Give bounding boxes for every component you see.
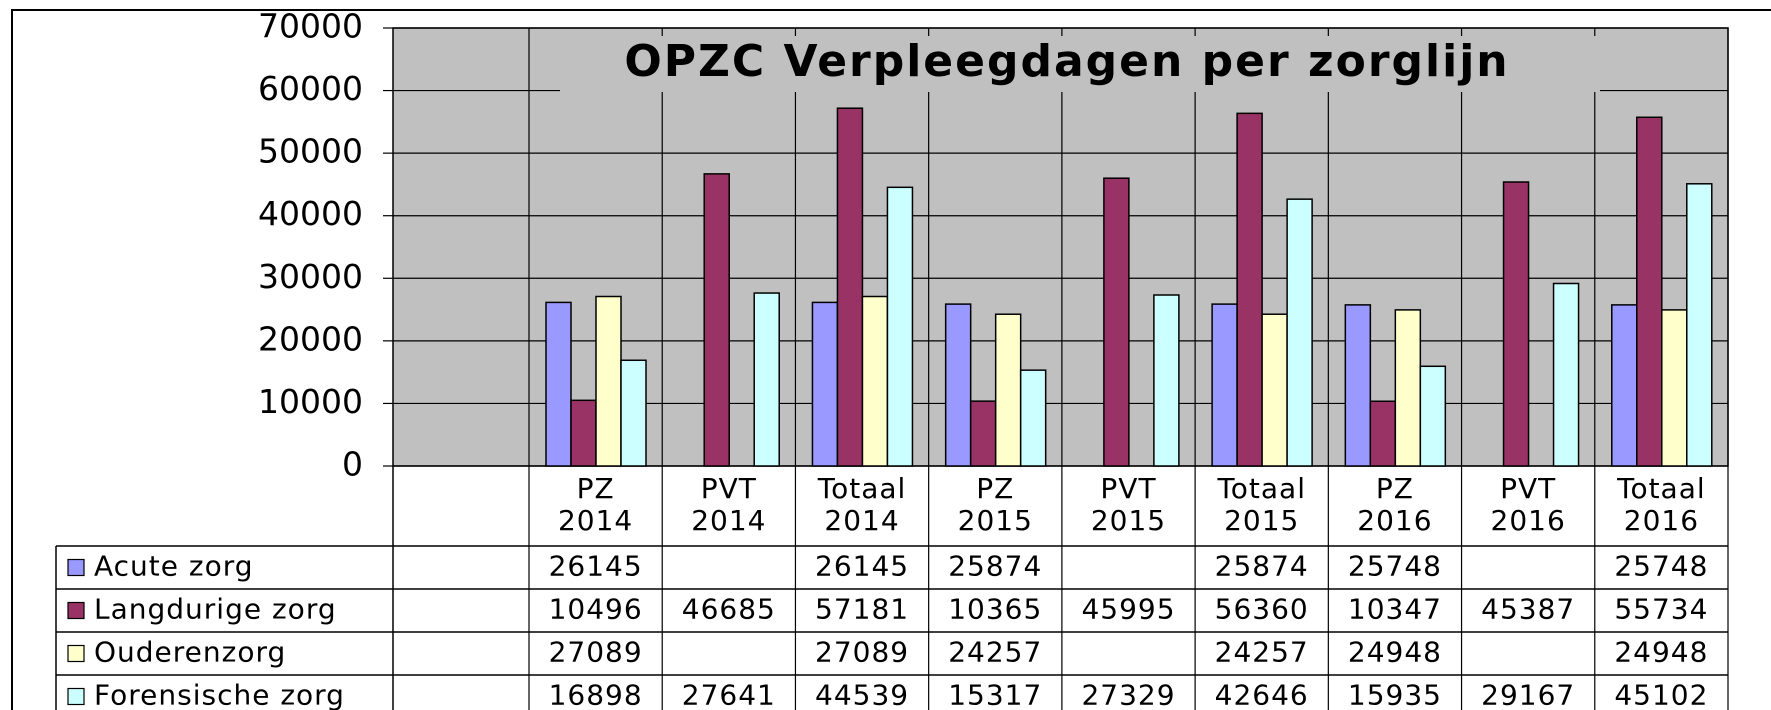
- table-value: 55734: [1614, 593, 1708, 626]
- table-value: 24948: [1348, 636, 1442, 669]
- legend-swatch: [67, 687, 85, 706]
- bar: [753, 292, 780, 467]
- bar: [1611, 304, 1638, 467]
- y-tick-label: 10000: [258, 382, 363, 421]
- chart-title: OPZC Verpleegdagen per zorglijn: [624, 36, 1509, 87]
- bar: [1344, 304, 1372, 467]
- y-tick-label: 30000: [258, 257, 363, 296]
- legend-label: Langdurige zorg: [94, 593, 337, 626]
- x-tick-label: 2015: [1091, 504, 1166, 537]
- bar: [1261, 313, 1288, 467]
- table-value: 27089: [815, 636, 909, 669]
- y-tick-label: 70000: [258, 7, 363, 46]
- bar: [969, 400, 997, 467]
- table-value: 10365: [948, 593, 1042, 626]
- table-value: 44539: [815, 679, 909, 710]
- y-tick-label: 60000: [258, 69, 363, 108]
- bar: [886, 186, 914, 467]
- table-value: 25748: [1348, 550, 1442, 583]
- table-value: 57181: [815, 593, 909, 626]
- y-tick-label: 50000: [258, 132, 363, 171]
- bar: [570, 399, 597, 467]
- bar: [1394, 309, 1422, 467]
- bar: [1153, 294, 1180, 467]
- table-value: 45995: [1081, 593, 1175, 626]
- bar: [861, 295, 889, 467]
- table-value: 15317: [948, 679, 1042, 710]
- bar: [1369, 400, 1397, 467]
- bar: [1661, 309, 1688, 467]
- table-value: 10496: [549, 593, 643, 626]
- bar: [1686, 183, 1713, 467]
- x-tick-label: PVT: [701, 472, 757, 505]
- legend-label: Acute zorg: [94, 550, 254, 583]
- table-value: 27641: [682, 679, 776, 710]
- bar: [1103, 177, 1130, 467]
- x-tick-label: 2014: [691, 504, 766, 537]
- title-background: [560, 36, 1600, 92]
- bar: [994, 313, 1022, 467]
- table-value: 10347: [1348, 593, 1442, 626]
- legend-swatch: [67, 601, 85, 620]
- x-tick-label: Totaal: [1616, 472, 1706, 505]
- table-value: 45102: [1614, 679, 1708, 710]
- x-tick-label: 2016: [1624, 504, 1699, 537]
- bar: [595, 295, 622, 467]
- legend-label: Ouderenzorg: [94, 636, 286, 669]
- bar: [1236, 112, 1263, 467]
- table-value: 15935: [1348, 679, 1442, 710]
- bar: [703, 173, 730, 467]
- bar: [1286, 198, 1313, 467]
- table-value: 26145: [815, 550, 909, 583]
- table-value: 25748: [1614, 550, 1708, 583]
- table-value: 24948: [1614, 636, 1708, 669]
- x-tick-label: PVT: [1500, 472, 1556, 505]
- table-value: 24257: [1215, 636, 1309, 669]
- bar: [620, 359, 647, 467]
- table-value: 46685: [682, 593, 776, 626]
- bar: [545, 301, 572, 467]
- table-value: 25874: [1215, 550, 1309, 583]
- x-tick-label: Totaal: [817, 472, 907, 505]
- legend-swatch: [67, 558, 85, 577]
- x-tick-label: 2016: [1491, 504, 1566, 537]
- x-tick-label: Totaal: [1216, 472, 1306, 505]
- x-tick-label: PVT: [1100, 472, 1156, 505]
- x-tick-label: 2015: [1224, 504, 1299, 537]
- x-tick-label: PZ: [1376, 472, 1414, 505]
- x-tick-label: 2015: [958, 504, 1033, 537]
- table-value: 27089: [549, 636, 643, 669]
- legend-swatch: [67, 644, 85, 663]
- table-value: 56360: [1215, 593, 1309, 626]
- table-value: 16898: [549, 679, 643, 710]
- x-tick-label: 2014: [824, 504, 899, 537]
- table-value: 27329: [1081, 679, 1175, 710]
- y-tick-label: 40000: [258, 194, 363, 233]
- table-value: 24257: [948, 636, 1042, 669]
- bar: [1211, 303, 1238, 467]
- table-value: 45387: [1481, 593, 1575, 626]
- bar: [1552, 282, 1580, 467]
- x-tick-label: 2014: [558, 504, 633, 537]
- bar: [1636, 116, 1663, 467]
- legend-label: Forensische zorg: [94, 679, 345, 710]
- x-tick-label: PZ: [577, 472, 615, 505]
- bar: [1502, 181, 1530, 467]
- bar: [811, 301, 839, 467]
- bar: [1019, 369, 1047, 467]
- bar: [836, 107, 864, 467]
- bar: [1419, 365, 1447, 467]
- y-tick-label: 0: [342, 445, 363, 484]
- bar: [944, 303, 972, 467]
- x-tick-label: 2016: [1357, 504, 1432, 537]
- table-value: 29167: [1481, 679, 1575, 710]
- table-value: 42646: [1215, 679, 1309, 710]
- table-value: 25874: [948, 550, 1042, 583]
- x-tick-label: PZ: [976, 472, 1014, 505]
- table-value: 26145: [549, 550, 643, 583]
- y-tick-label: 20000: [258, 319, 363, 358]
